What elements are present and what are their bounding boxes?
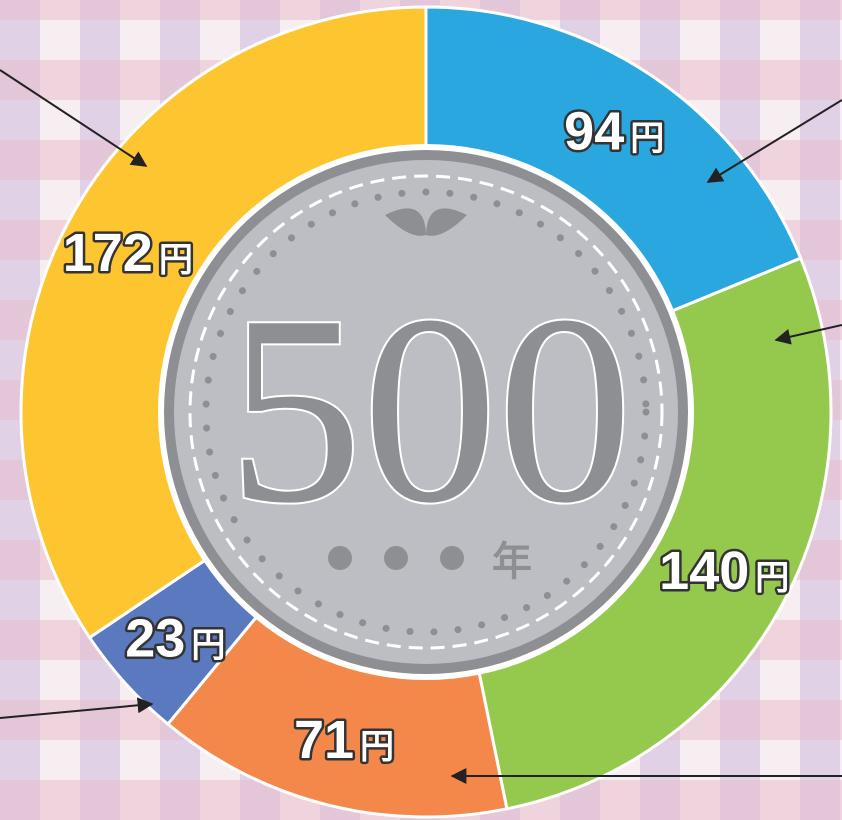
coin: 500 年: [158, 144, 694, 680]
value-unit: 円: [191, 627, 225, 665]
value-unit: 円: [360, 728, 394, 766]
chart: 500 年 94円140円71円23円172円: [0, 0, 842, 820]
value-number: 172: [63, 223, 153, 283]
arrow: [0, 704, 152, 718]
value-unit: 円: [630, 119, 664, 157]
value-unit: 円: [755, 559, 789, 597]
arrow: [0, 70, 146, 166]
value-number: 140: [659, 541, 749, 601]
coin-year: 年: [492, 540, 532, 584]
page: 500 年 94円140円71円23円172円 (() => { const d…: [0, 0, 842, 820]
value-number: 71: [294, 710, 354, 770]
value-number: 94: [564, 101, 624, 161]
value-unit: 円: [159, 241, 193, 279]
coin-value: 500: [228, 260, 633, 559]
value-number: 23: [125, 609, 185, 669]
